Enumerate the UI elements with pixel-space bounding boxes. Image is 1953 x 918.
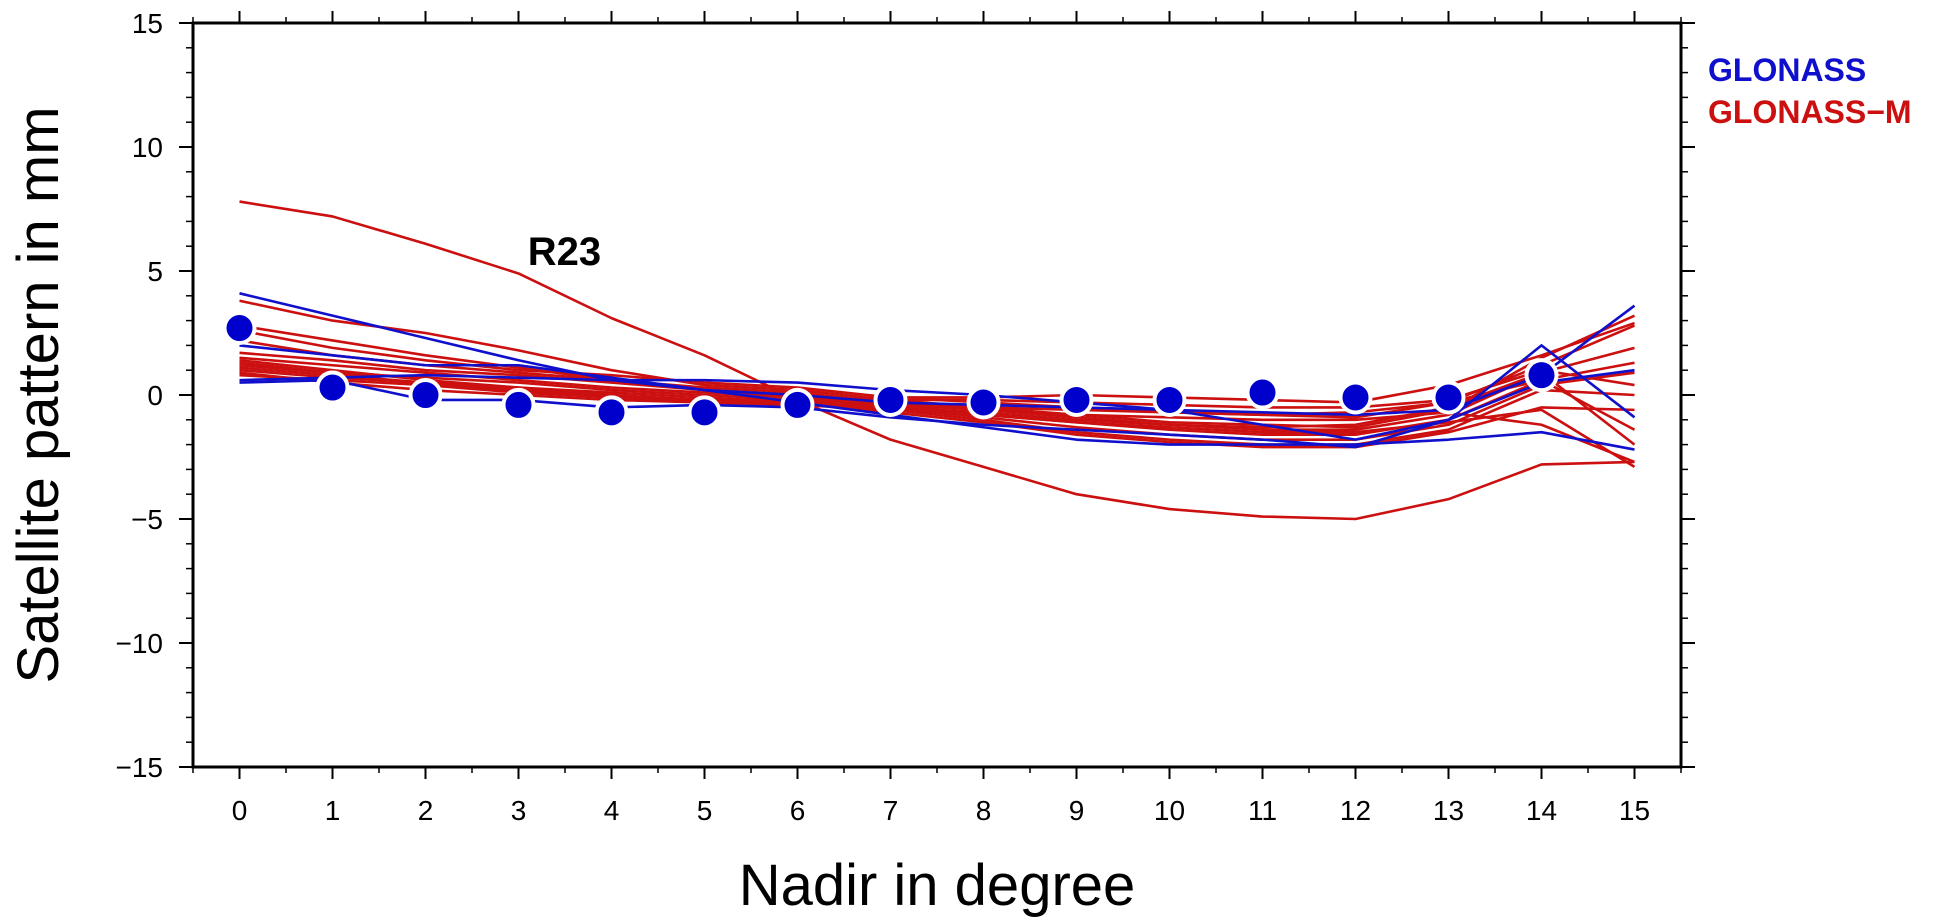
mean-marker-13 <box>1431 380 1466 415</box>
x-tick-label-12: 12 <box>1340 795 1371 826</box>
x-tick-label-11: 11 <box>1248 795 1277 826</box>
x-axis-ticks: 0 1 2 3 4 5 6 7 8 9 10 11 12 13 14 15 <box>192 11 1682 826</box>
x-tick-label-15: 15 <box>1619 795 1650 826</box>
series-line-glonass-3 <box>239 368 1635 449</box>
mean-marker-4 <box>594 395 629 430</box>
mean-marker-10 <box>1152 382 1187 417</box>
series-line-glonass-m-4 <box>239 200 1635 521</box>
series-lines <box>239 200 1636 521</box>
x-tick-label-6: 6 <box>790 795 806 826</box>
mean-marker-1 <box>315 370 350 405</box>
x-axis-title: Nadir in degree <box>739 853 1136 918</box>
x-tick-label-5: 5 <box>697 795 713 826</box>
mean-marker-6 <box>780 387 815 422</box>
mean-marker-2 <box>408 378 443 412</box>
x-tick-label-2: 2 <box>418 795 434 826</box>
y-tick-label-4: −10 <box>116 628 164 659</box>
mean-marker-5 <box>687 395 722 430</box>
mean-marker-12 <box>1338 380 1373 415</box>
mean-marker-11 <box>1245 375 1280 410</box>
x-tick-label-0: 0 <box>232 795 248 826</box>
mean-marker-14 <box>1524 358 1559 393</box>
mean-marker-8 <box>966 385 1001 420</box>
mean-markers <box>222 311 1559 430</box>
y-tick-label-1: 10 <box>132 132 163 163</box>
mean-marker-7 <box>873 382 908 417</box>
x-tick-label-14: 14 <box>1526 795 1557 826</box>
series-line-glonass-m-17 <box>239 324 1635 464</box>
x-tick-label-8: 8 <box>976 795 992 826</box>
y-tick-label-3: 0 <box>147 380 163 411</box>
x-tick-label-9: 9 <box>1069 795 1085 826</box>
y-tick-label-0: 15 <box>132 8 163 39</box>
legend-glonass-m: GLONASS−M <box>1708 94 1912 130</box>
x-tick-label-13: 13 <box>1433 795 1464 826</box>
series-line-glonass-m-16 <box>239 321 1635 404</box>
x-tick-label-1: 1 <box>325 795 341 826</box>
series-line-glonass-m-15 <box>239 368 1635 409</box>
x-tick-label-10: 10 <box>1154 795 1185 826</box>
mean-marker-3 <box>501 387 536 422</box>
series-line-glonass-m-13 <box>239 358 1636 469</box>
y-tick-label-6: −15 <box>116 752 164 783</box>
mean-marker-9 <box>1059 382 1094 417</box>
x-tick-label-7: 7 <box>883 795 899 826</box>
series-line-glonass-1 <box>239 344 1636 441</box>
x-tick-label-4: 4 <box>604 795 620 826</box>
mean-marker-0 <box>222 311 257 346</box>
r23-annotation: R23 <box>528 230 601 274</box>
y-axis-title: Satellite pattern in mm <box>6 106 71 683</box>
y-tick-label-5: −5 <box>131 504 163 535</box>
legend-glonass: GLONASS <box>1708 52 1866 88</box>
y-axis-ticks: 15 10 5 0 −10 −5 −15 <box>116 8 1695 783</box>
x-tick-label-3: 3 <box>511 795 527 826</box>
series-line-glonass-m-10 <box>239 363 1635 446</box>
series-line-glonass-2 <box>239 304 1636 417</box>
y-tick-label-2: 5 <box>147 256 163 287</box>
